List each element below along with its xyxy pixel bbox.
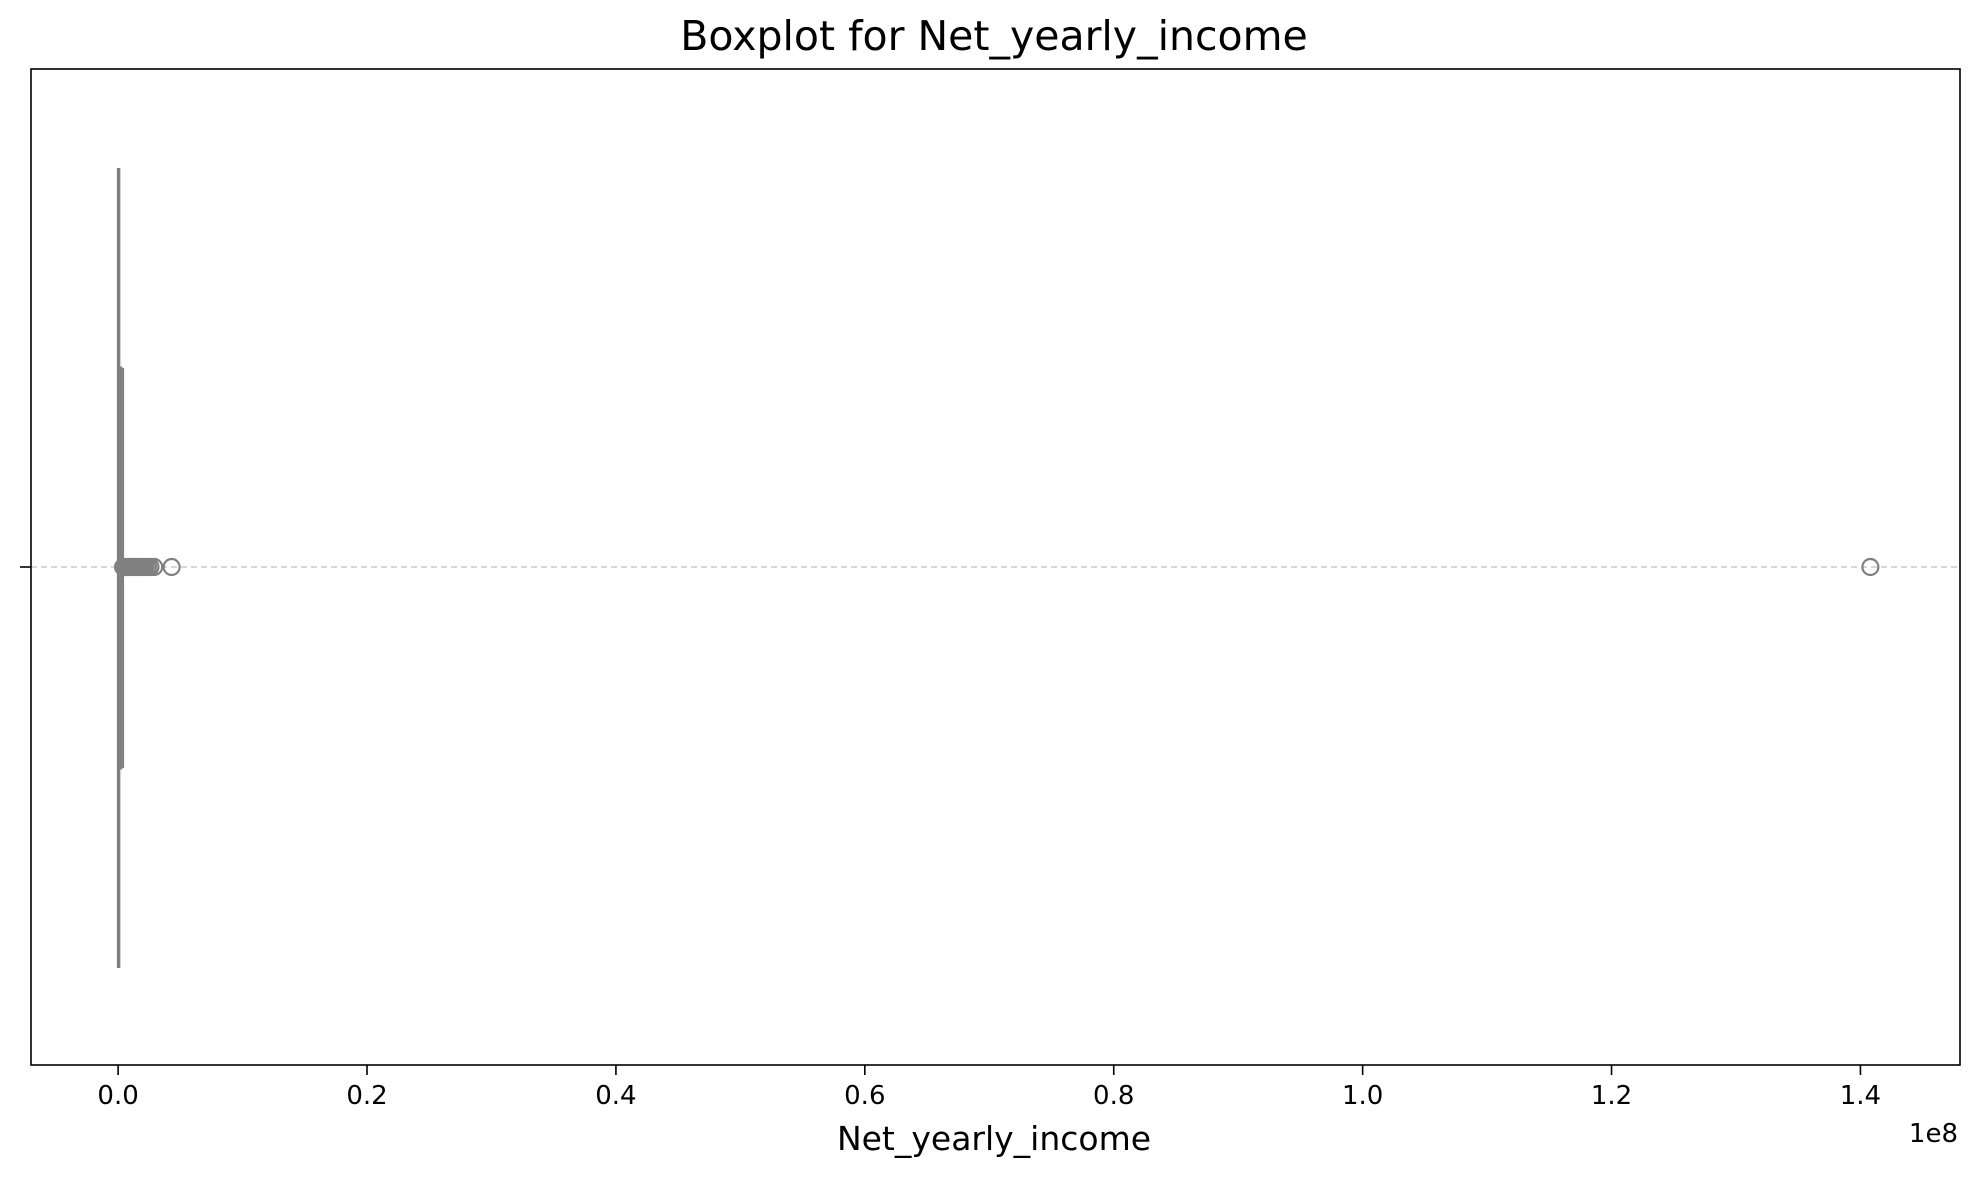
outlier-point [162,557,181,577]
x-tick-label: 0.2 [346,1081,387,1111]
x-axis-ticks: 0.0 0.2 0.4 0.6 0.8 1.0 1.2 1.4 [97,1065,1881,1111]
x-tick-label: 0.0 [97,1081,138,1111]
x-tick-label: 0.4 [595,1081,636,1111]
x-tick-label: 1.0 [1342,1081,1383,1111]
plot-area [31,168,1960,968]
x-tick-label: 1.2 [1591,1081,1632,1111]
outlier-point [145,557,164,577]
x-tick-label: 1.4 [1840,1081,1881,1111]
x-tick-label: 0.6 [844,1081,885,1111]
chart-title: Boxplot for Net_yearly_income [680,12,1308,60]
x-axis-label: Net_yearly_income [837,1119,1151,1158]
outlier-point [1861,557,1880,577]
x-axis-offset-label: 1e8 [1909,1119,1958,1149]
x-tick-label: 0.8 [1093,1081,1134,1111]
